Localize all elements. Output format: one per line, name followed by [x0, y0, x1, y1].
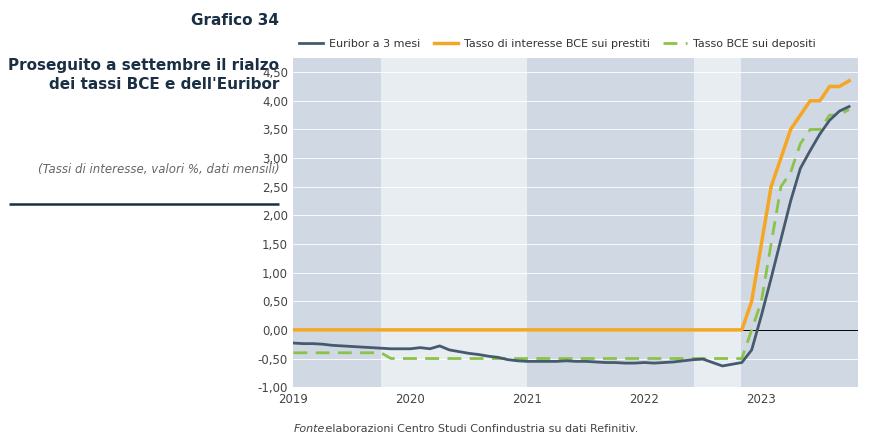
Text: Grafico 34: Grafico 34: [191, 13, 279, 28]
Bar: [527, 58, 694, 387]
Bar: [293, 58, 381, 387]
Text: elaborazioni Centro Studi Confindustria su dati Refinitiv.: elaborazioni Centro Studi Confindustria …: [322, 424, 639, 434]
Legend: Euribor a 3 mesi, Tasso di interesse BCE sui prestiti, Tasso BCE sui depositi: Euribor a 3 mesi, Tasso di interesse BCE…: [299, 39, 816, 49]
Bar: [741, 58, 858, 387]
Text: Fonte:: Fonte:: [293, 424, 328, 434]
Text: (Tassi di interesse, valori %, dati mensili): (Tassi di interesse, valori %, dati mens…: [38, 163, 279, 176]
Text: Proseguito a settembre il rialzo
dei tassi BCE e dell'Euribor: Proseguito a settembre il rialzo dei tas…: [8, 58, 279, 92]
